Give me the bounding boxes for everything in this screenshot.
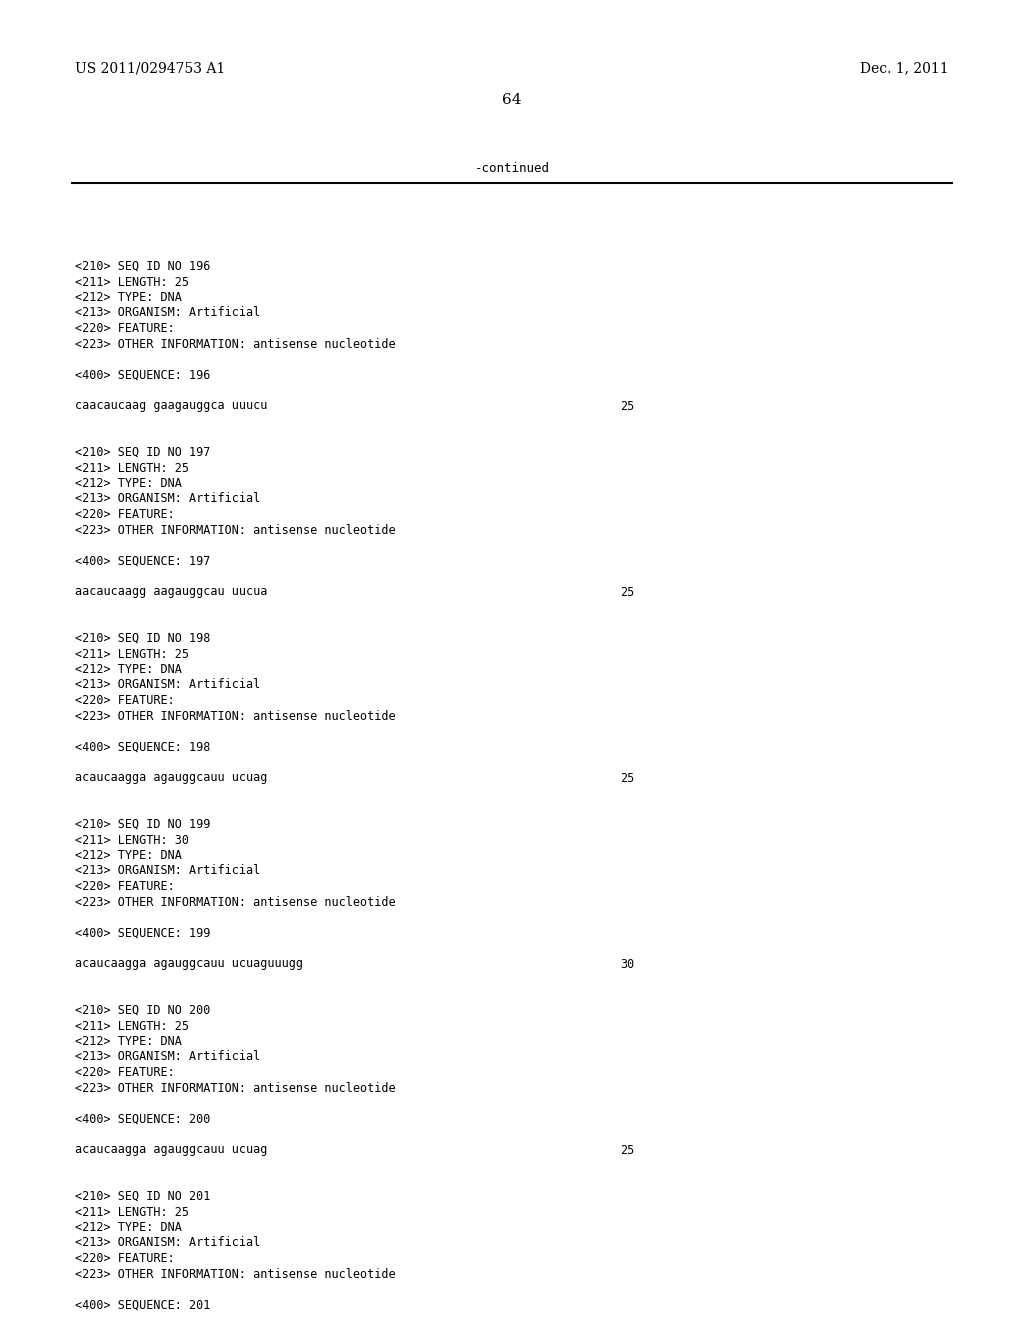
Text: <213> ORGANISM: Artificial: <213> ORGANISM: Artificial	[75, 306, 260, 319]
Text: 25: 25	[620, 586, 634, 598]
Text: <400> SEQUENCE: 200: <400> SEQUENCE: 200	[75, 1113, 210, 1126]
Text: <213> ORGANISM: Artificial: <213> ORGANISM: Artificial	[75, 1237, 260, 1250]
Text: <220> FEATURE:: <220> FEATURE:	[75, 322, 175, 335]
Text: <220> FEATURE:: <220> FEATURE:	[75, 508, 175, 521]
Text: <210> SEQ ID NO 196: <210> SEQ ID NO 196	[75, 260, 210, 273]
Text: <220> FEATURE:: <220> FEATURE:	[75, 694, 175, 708]
Text: <213> ORGANISM: Artificial: <213> ORGANISM: Artificial	[75, 678, 260, 692]
Text: <220> FEATURE:: <220> FEATURE:	[75, 1067, 175, 1078]
Text: <223> OTHER INFORMATION: antisense nucleotide: <223> OTHER INFORMATION: antisense nucle…	[75, 1267, 395, 1280]
Text: <400> SEQUENCE: 201: <400> SEQUENCE: 201	[75, 1299, 210, 1312]
Text: <212> TYPE: DNA: <212> TYPE: DNA	[75, 477, 182, 490]
Text: 25: 25	[620, 400, 634, 412]
Text: acaucaagga agauggcauu ucuag: acaucaagga agauggcauu ucuag	[75, 1143, 267, 1156]
Text: <212> TYPE: DNA: <212> TYPE: DNA	[75, 1035, 182, 1048]
Text: 64: 64	[502, 92, 522, 107]
Text: <212> TYPE: DNA: <212> TYPE: DNA	[75, 1221, 182, 1234]
Text: <210> SEQ ID NO 197: <210> SEQ ID NO 197	[75, 446, 210, 459]
Text: 25: 25	[620, 771, 634, 784]
Text: -continued: -continued	[474, 161, 550, 174]
Text: <211> LENGTH: 25: <211> LENGTH: 25	[75, 648, 189, 660]
Text: <211> LENGTH: 25: <211> LENGTH: 25	[75, 462, 189, 474]
Text: <223> OTHER INFORMATION: antisense nucleotide: <223> OTHER INFORMATION: antisense nucle…	[75, 710, 395, 722]
Text: <211> LENGTH: 25: <211> LENGTH: 25	[75, 276, 189, 289]
Text: <210> SEQ ID NO 200: <210> SEQ ID NO 200	[75, 1005, 210, 1016]
Text: Dec. 1, 2011: Dec. 1, 2011	[860, 61, 949, 75]
Text: <400> SEQUENCE: 197: <400> SEQUENCE: 197	[75, 554, 210, 568]
Text: <223> OTHER INFORMATION: antisense nucleotide: <223> OTHER INFORMATION: antisense nucle…	[75, 524, 395, 536]
Text: aacaucaagg aagauggcau uucua: aacaucaagg aagauggcau uucua	[75, 586, 267, 598]
Text: <223> OTHER INFORMATION: antisense nucleotide: <223> OTHER INFORMATION: antisense nucle…	[75, 338, 395, 351]
Text: <212> TYPE: DNA: <212> TYPE: DNA	[75, 849, 182, 862]
Text: <400> SEQUENCE: 199: <400> SEQUENCE: 199	[75, 927, 210, 940]
Text: <400> SEQUENCE: 196: <400> SEQUENCE: 196	[75, 368, 210, 381]
Text: <400> SEQUENCE: 198: <400> SEQUENCE: 198	[75, 741, 210, 754]
Text: <213> ORGANISM: Artificial: <213> ORGANISM: Artificial	[75, 865, 260, 878]
Text: 30: 30	[620, 957, 634, 970]
Text: <211> LENGTH: 25: <211> LENGTH: 25	[75, 1019, 189, 1032]
Text: <213> ORGANISM: Artificial: <213> ORGANISM: Artificial	[75, 1051, 260, 1064]
Text: US 2011/0294753 A1: US 2011/0294753 A1	[75, 61, 225, 75]
Text: caacaucaag gaagauggca uuucu: caacaucaag gaagauggca uuucu	[75, 400, 267, 412]
Text: 25: 25	[620, 1143, 634, 1156]
Text: <220> FEATURE:: <220> FEATURE:	[75, 1251, 175, 1265]
Text: <212> TYPE: DNA: <212> TYPE: DNA	[75, 663, 182, 676]
Text: <213> ORGANISM: Artificial: <213> ORGANISM: Artificial	[75, 492, 260, 506]
Text: <210> SEQ ID NO 198: <210> SEQ ID NO 198	[75, 632, 210, 645]
Text: <220> FEATURE:: <220> FEATURE:	[75, 880, 175, 894]
Text: <211> LENGTH: 25: <211> LENGTH: 25	[75, 1205, 189, 1218]
Text: <223> OTHER INFORMATION: antisense nucleotide: <223> OTHER INFORMATION: antisense nucle…	[75, 895, 395, 908]
Text: <210> SEQ ID NO 199: <210> SEQ ID NO 199	[75, 818, 210, 832]
Text: acaucaagga agauggcauu ucuag: acaucaagga agauggcauu ucuag	[75, 771, 267, 784]
Text: acaucaagga agauggcauu ucuaguuugg: acaucaagga agauggcauu ucuaguuugg	[75, 957, 303, 970]
Text: <211> LENGTH: 30: <211> LENGTH: 30	[75, 833, 189, 846]
Text: <223> OTHER INFORMATION: antisense nucleotide: <223> OTHER INFORMATION: antisense nucle…	[75, 1081, 395, 1094]
Text: <212> TYPE: DNA: <212> TYPE: DNA	[75, 290, 182, 304]
Text: <210> SEQ ID NO 201: <210> SEQ ID NO 201	[75, 1191, 210, 1203]
